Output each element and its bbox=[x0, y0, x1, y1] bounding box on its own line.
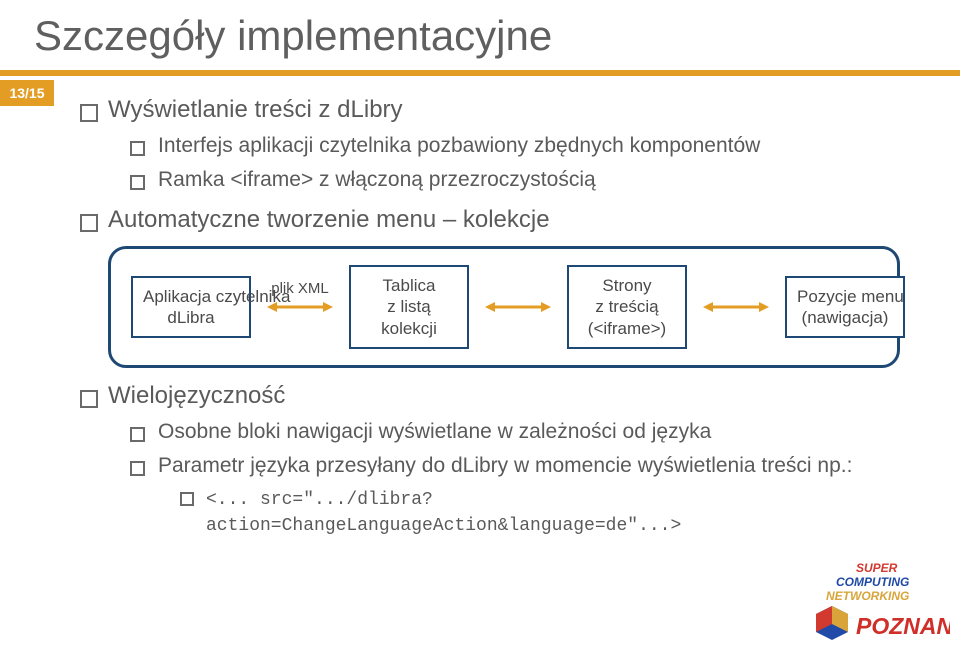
code-text: <... src=".../dlibra?action=ChangeLangua… bbox=[206, 490, 681, 536]
bullet-nav-blocks: Osobne bloki nawigacji wyświetlane w zal… bbox=[130, 420, 900, 444]
bullet-interface: Interfejs aplikacji czytelnika pozbawion… bbox=[130, 134, 900, 158]
bullet-auto-menu: Automatyczne tworzenie menu – kolekcje A… bbox=[80, 206, 900, 368]
diagram-node-pages: Strony z treścią (<iframe>) bbox=[567, 265, 687, 349]
page-number-badge: 13/15 bbox=[0, 80, 54, 106]
bullet-text: Osobne bloki nawigacji wyświetlane w zal… bbox=[158, 420, 711, 443]
title-underline bbox=[0, 70, 960, 76]
node-line: Aplikacja czytelnika bbox=[143, 286, 239, 307]
slide-content: Wyświetlanie treści z dLibry Interfejs a… bbox=[80, 96, 900, 552]
bullet-text: Automatyczne tworzenie menu – kolekcje bbox=[108, 206, 550, 233]
bullet-display-dlibra: Wyświetlanie treści z dLibry Interfejs a… bbox=[80, 96, 900, 192]
diagram-node-app: Aplikacja czytelnika dLibra bbox=[131, 276, 251, 339]
footer-logo: SUPER COMPUTING NETWORKING POZNAN bbox=[800, 558, 940, 648]
bullet-text: Parametr języka przesyłany do dLibry w m… bbox=[158, 454, 852, 477]
diagram-arrow bbox=[703, 300, 769, 314]
flow-diagram: Aplikacja czytelnika dLibra plik XML Tab… bbox=[108, 246, 900, 368]
diagram-arrow: plik XML bbox=[267, 300, 333, 314]
node-line: (<iframe>) bbox=[579, 318, 675, 339]
logo-brand: POZNAN bbox=[856, 613, 950, 639]
node-line: (nawigacja) bbox=[797, 307, 893, 328]
node-line: z treścią bbox=[579, 296, 675, 317]
bullet-text: Ramka <iframe> z włączoną przezroczystoś… bbox=[158, 168, 596, 191]
bullet-code-example: <... src=".../dlibra?action=ChangeLangua… bbox=[180, 486, 900, 539]
node-line: Pozycje menu bbox=[797, 286, 893, 307]
bullet-text: Interfejs aplikacji czytelnika pozbawion… bbox=[158, 134, 760, 157]
arrow-label: plik XML bbox=[271, 280, 329, 297]
bullet-text: Wyświetlanie treści z dLibry bbox=[108, 96, 403, 123]
bullet-lang-param: Parametr języka przesyłany do dLibry w m… bbox=[130, 454, 900, 539]
logo-text-super: SUPER bbox=[856, 561, 898, 575]
node-line: Strony bbox=[579, 275, 675, 296]
node-line: z listą bbox=[361, 296, 457, 317]
diagram-node-menu: Pozycje menu (nawigacja) bbox=[785, 276, 905, 339]
logo-icon: SUPER COMPUTING NETWORKING POZNAN bbox=[800, 558, 950, 648]
logo-text-computing: COMPUTING bbox=[836, 575, 909, 589]
bullet-iframe: Ramka <iframe> z włączoną przezroczystoś… bbox=[130, 168, 900, 192]
node-line: Tablica bbox=[361, 275, 457, 296]
node-line: kolekcji bbox=[361, 318, 457, 339]
diagram-node-table: Tablica z listą kolekcji bbox=[349, 265, 469, 349]
diagram-arrow bbox=[485, 300, 551, 314]
bullet-multilang: Wielojęzyczność Osobne bloki nawigacji w… bbox=[80, 382, 900, 539]
bullet-text: Wielojęzyczność bbox=[108, 382, 285, 409]
logo-text-networking: NETWORKING bbox=[826, 589, 909, 603]
node-line: dLibra bbox=[143, 307, 239, 328]
slide-title: Szczegóły implementacyjne bbox=[34, 12, 552, 60]
